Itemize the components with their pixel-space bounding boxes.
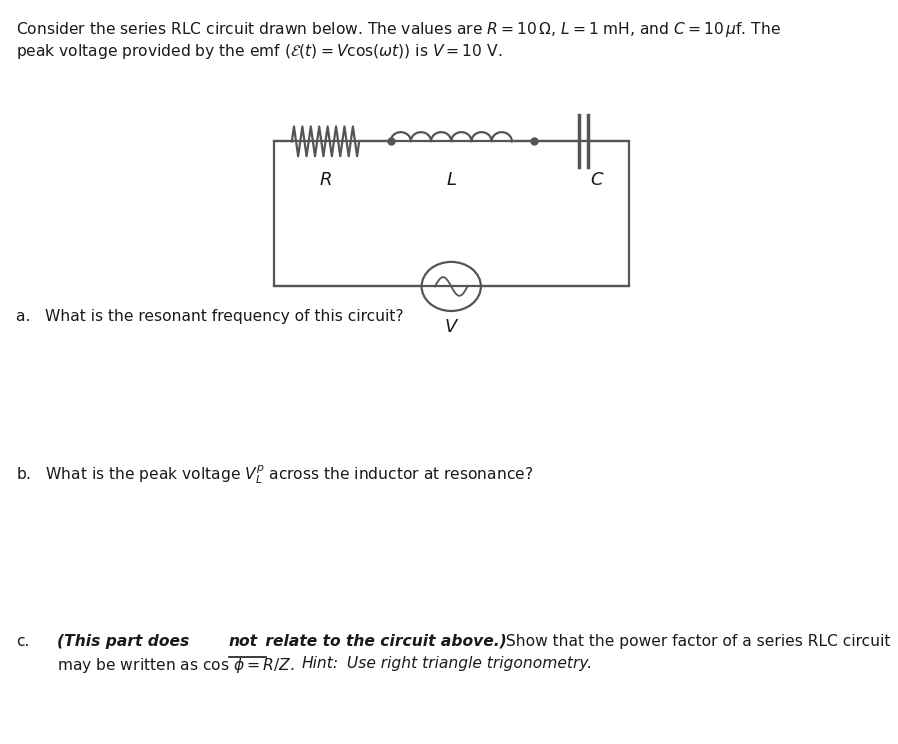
Text: $C$: $C$ [590, 171, 604, 189]
Text: $L$: $L$ [446, 171, 457, 189]
Text: may be written as cos $\phi = R/Z$.: may be written as cos $\phi = R/Z$. [57, 656, 295, 676]
Text: Consider the series RLC circuit drawn below. The values are $R = 10\,\Omega$, $L: Consider the series RLC circuit drawn be… [16, 20, 781, 39]
Text: not: not [229, 634, 258, 649]
Text: $R$: $R$ [319, 171, 331, 189]
Text: Use right triangle trigonometry.: Use right triangle trigonometry. [342, 656, 593, 671]
Text: a.   What is the resonant frequency of this circuit?: a. What is the resonant frequency of thi… [16, 309, 404, 324]
Text: Show that the power factor of a series RLC circuit: Show that the power factor of a series R… [501, 634, 891, 649]
Text: relate to the circuit above.): relate to the circuit above.) [260, 634, 507, 649]
Text: b.   What is the peak voltage $V_L^p$ across the inductor at resonance?: b. What is the peak voltage $V_L^p$ acro… [16, 463, 533, 486]
Bar [274, 141, 629, 286]
Text: c.: c. [16, 634, 30, 649]
Text: Hint:: Hint: [302, 656, 339, 671]
Text: (This part does: (This part does [57, 634, 194, 649]
Text: peak voltage provided by the emf ($\mathcal{E}(t) = V\cos(\omega t)$) is $V = 10: peak voltage provided by the emf ($\math… [16, 42, 503, 61]
Text: $V$: $V$ [444, 318, 459, 336]
